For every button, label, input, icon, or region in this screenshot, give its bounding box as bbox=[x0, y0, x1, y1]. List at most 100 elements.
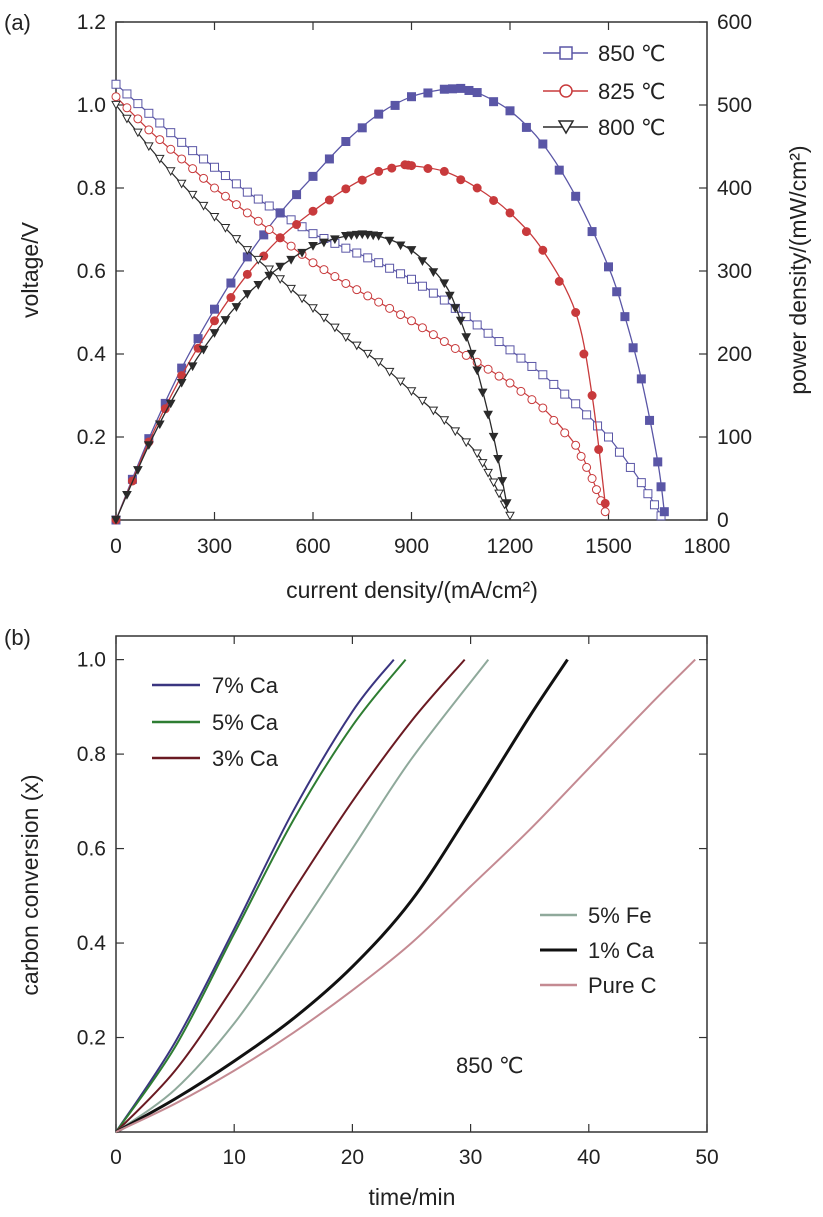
legend-label-1ca: 1% Ca bbox=[588, 938, 655, 963]
x-tick-label: 600 bbox=[295, 535, 330, 558]
data-point bbox=[395, 377, 406, 387]
panel-a-y-axis-label: voltage/V bbox=[17, 221, 43, 318]
x-tick-label: 1800 bbox=[684, 535, 731, 558]
data-point bbox=[516, 353, 526, 363]
data-point bbox=[297, 248, 307, 258]
data-point bbox=[341, 137, 351, 147]
data-point bbox=[220, 191, 230, 201]
data-point bbox=[166, 128, 176, 138]
data-point bbox=[653, 457, 663, 467]
y2-tick-label: 500 bbox=[717, 94, 752, 117]
panel-a-y2-axis-label: power density/(mW/cm²) bbox=[785, 145, 811, 394]
data-point bbox=[407, 316, 416, 326]
data-point bbox=[319, 238, 329, 248]
data-point bbox=[612, 287, 622, 297]
data-point bbox=[428, 288, 438, 298]
data-point bbox=[571, 191, 581, 201]
data-point bbox=[600, 507, 610, 517]
data-point bbox=[461, 333, 472, 343]
data-point bbox=[133, 114, 143, 124]
data-point bbox=[242, 290, 253, 299]
voltage-curve bbox=[115, 96, 606, 512]
data-point bbox=[264, 271, 275, 281]
data-point bbox=[330, 235, 340, 245]
legend-label-5ca: 5% Ca bbox=[212, 710, 279, 735]
data-point bbox=[253, 216, 263, 226]
data-point bbox=[417, 281, 427, 291]
data-point bbox=[165, 399, 176, 409]
data-point bbox=[494, 337, 504, 347]
data-point bbox=[292, 220, 302, 230]
data-point bbox=[488, 478, 499, 488]
data-point bbox=[275, 233, 285, 243]
y-tick-label: 0.6 bbox=[77, 838, 106, 861]
data-point bbox=[396, 269, 406, 279]
data-point bbox=[253, 281, 264, 290]
data-point bbox=[187, 190, 198, 200]
data-point bbox=[231, 200, 241, 210]
data-point bbox=[407, 92, 416, 102]
data-point bbox=[143, 142, 154, 152]
data-point bbox=[166, 144, 176, 154]
legend-label-pure-c: Pure C bbox=[588, 973, 657, 998]
series-800 bbox=[111, 100, 515, 525]
data-point bbox=[286, 255, 296, 265]
data-point bbox=[477, 388, 488, 398]
x-tick-label: 300 bbox=[197, 535, 232, 558]
data-point bbox=[319, 313, 329, 323]
data-point bbox=[210, 162, 219, 172]
data-point bbox=[231, 303, 242, 312]
data-point bbox=[521, 122, 531, 132]
data-point bbox=[384, 236, 395, 246]
data-point bbox=[155, 118, 165, 128]
legend-marker-triangle bbox=[557, 120, 575, 135]
data-point bbox=[122, 491, 132, 500]
x-tick-label: 900 bbox=[394, 535, 429, 558]
data-point bbox=[210, 316, 219, 326]
data-point bbox=[538, 139, 548, 149]
data-point bbox=[352, 285, 362, 295]
panel-a-legend: 850 ℃ 825 ℃ 800 ℃ bbox=[543, 41, 666, 140]
data-point bbox=[308, 206, 318, 216]
y-tick-label: 0.2 bbox=[77, 1027, 106, 1050]
y-tick-label: 0.8 bbox=[77, 743, 106, 766]
data-point bbox=[538, 403, 548, 413]
data-point bbox=[308, 229, 318, 239]
legend-item-825: 825 ℃ bbox=[543, 79, 666, 104]
panel-b-series bbox=[115, 658, 696, 1134]
data-point bbox=[341, 278, 351, 288]
data-point bbox=[636, 374, 646, 384]
data-point bbox=[489, 195, 499, 205]
data-point bbox=[275, 275, 286, 284]
y-tick-label: 0.8 bbox=[77, 177, 106, 200]
data-point bbox=[220, 224, 231, 233]
data-point bbox=[439, 295, 449, 305]
data-point bbox=[472, 183, 482, 193]
legend-item-800: 800 ℃ bbox=[543, 115, 666, 140]
data-point bbox=[319, 265, 329, 275]
data-point bbox=[587, 474, 597, 483]
data-point bbox=[549, 415, 559, 425]
data-point bbox=[292, 190, 302, 200]
x-tick-label: 1500 bbox=[585, 535, 632, 558]
y-tick-label: 0.4 bbox=[77, 932, 107, 955]
data-point bbox=[199, 173, 209, 183]
data-point bbox=[352, 248, 362, 258]
data-point bbox=[527, 361, 537, 371]
data-point bbox=[521, 227, 531, 237]
series-825 bbox=[111, 92, 610, 525]
data-point bbox=[494, 371, 504, 381]
data-point bbox=[111, 92, 121, 102]
data-point bbox=[286, 215, 296, 225]
data-point bbox=[505, 106, 515, 116]
data-point bbox=[374, 109, 384, 119]
data-point bbox=[177, 154, 187, 164]
legend-label-5fe: 5% Fe bbox=[588, 903, 652, 928]
panel-a-x-axis-label: current density/(mA/cm²) bbox=[286, 577, 538, 603]
data-point bbox=[488, 432, 499, 442]
data-point bbox=[483, 410, 493, 420]
data-point bbox=[625, 462, 635, 472]
data-point bbox=[133, 128, 143, 138]
data-point bbox=[505, 511, 515, 521]
data-point bbox=[620, 312, 630, 322]
